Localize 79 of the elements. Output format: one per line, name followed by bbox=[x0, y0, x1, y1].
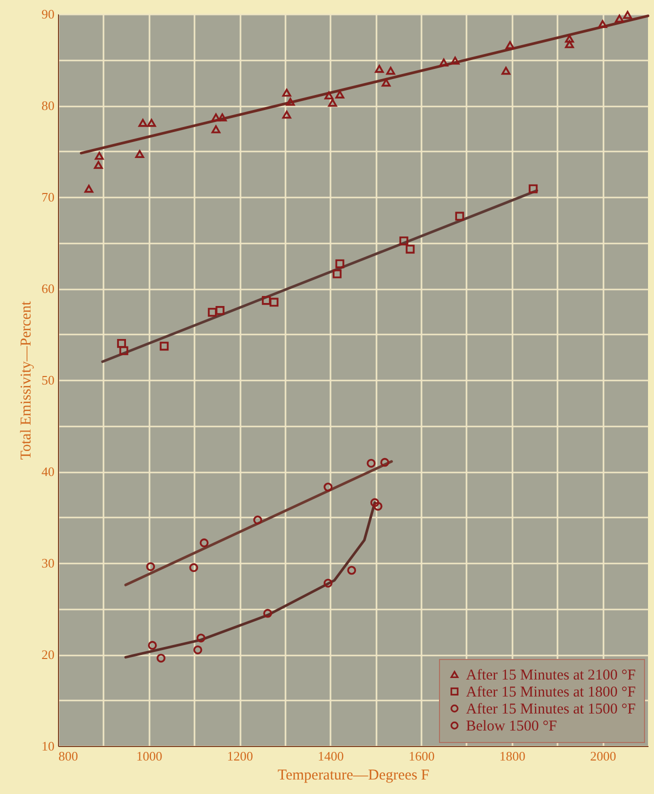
point bbox=[212, 125, 220, 134]
point bbox=[324, 482, 332, 492]
point bbox=[282, 110, 292, 119]
point bbox=[218, 113, 227, 122]
point bbox=[135, 150, 144, 158]
point bbox=[565, 40, 574, 48]
point bbox=[94, 161, 103, 169]
point bbox=[386, 66, 396, 75]
x-tick-label: 800 bbox=[58, 748, 78, 764]
point bbox=[614, 14, 624, 23]
y-tick-label: 30 bbox=[42, 556, 54, 570]
point bbox=[138, 118, 148, 127]
point bbox=[455, 212, 464, 221]
point bbox=[200, 538, 209, 548]
point bbox=[196, 634, 206, 642]
point bbox=[262, 296, 271, 305]
point bbox=[94, 152, 104, 160]
point bbox=[117, 338, 126, 348]
x-axis-title: Temperature—Degrees F bbox=[278, 768, 430, 784]
point bbox=[347, 566, 356, 575]
point bbox=[374, 64, 384, 73]
x-tick-label: 1200 bbox=[227, 748, 254, 764]
point bbox=[332, 269, 342, 278]
point bbox=[160, 342, 169, 351]
y-tick-label: 80 bbox=[42, 98, 54, 113]
point bbox=[324, 578, 332, 588]
point bbox=[328, 98, 338, 107]
point bbox=[156, 654, 166, 663]
point bbox=[399, 236, 408, 246]
point bbox=[193, 645, 202, 654]
point bbox=[382, 78, 391, 87]
point bbox=[324, 91, 334, 100]
y-tick-label: 70 bbox=[42, 190, 54, 204]
point bbox=[506, 41, 514, 50]
point bbox=[270, 298, 278, 307]
point bbox=[623, 10, 632, 19]
point bbox=[282, 88, 292, 97]
y-tick-label: 40 bbox=[42, 464, 54, 479]
point bbox=[380, 458, 390, 467]
legend-label: After 15 Minutes at 2100 °F bbox=[466, 668, 636, 684]
point bbox=[148, 640, 157, 650]
point bbox=[147, 118, 156, 127]
point bbox=[208, 308, 217, 317]
point bbox=[502, 66, 510, 75]
point bbox=[84, 184, 94, 193]
x-tick-label: 1400 bbox=[318, 748, 344, 764]
x-tick-label: 1000 bbox=[136, 748, 162, 764]
point bbox=[335, 259, 344, 268]
point bbox=[286, 98, 295, 106]
legend-label: Below 1500 °F bbox=[466, 718, 558, 734]
x-tick-label: 1800 bbox=[499, 748, 526, 764]
point bbox=[450, 56, 460, 65]
legend-label: After 15 Minutes at 1800 °F bbox=[466, 684, 636, 700]
point bbox=[374, 502, 382, 511]
y-axis-title: Total Emissivity—Percent bbox=[18, 300, 34, 460]
y-tick-label: 90 bbox=[42, 6, 54, 22]
legend-label: After 15 Minutes at 1500 °F bbox=[466, 702, 636, 718]
point bbox=[253, 516, 262, 524]
point bbox=[565, 34, 574, 43]
point bbox=[335, 90, 344, 98]
x-tick-label: 2000 bbox=[590, 748, 616, 764]
point bbox=[598, 20, 608, 28]
x-tick-label: 1600 bbox=[408, 748, 435, 764]
line-series bbox=[124, 501, 376, 659]
point bbox=[146, 562, 156, 572]
point bbox=[216, 306, 224, 315]
point bbox=[263, 608, 272, 618]
y-tick-label: 60 bbox=[42, 281, 54, 296]
y-tick-label: 50 bbox=[42, 372, 54, 388]
point bbox=[528, 184, 538, 194]
point bbox=[406, 244, 415, 254]
point bbox=[119, 346, 128, 356]
point bbox=[439, 58, 448, 66]
point bbox=[189, 563, 198, 572]
point bbox=[370, 498, 380, 508]
y-tick-label: 10 bbox=[42, 738, 54, 754]
point bbox=[366, 458, 376, 468]
y-tick-label: 20 bbox=[42, 647, 54, 662]
point bbox=[212, 113, 220, 122]
